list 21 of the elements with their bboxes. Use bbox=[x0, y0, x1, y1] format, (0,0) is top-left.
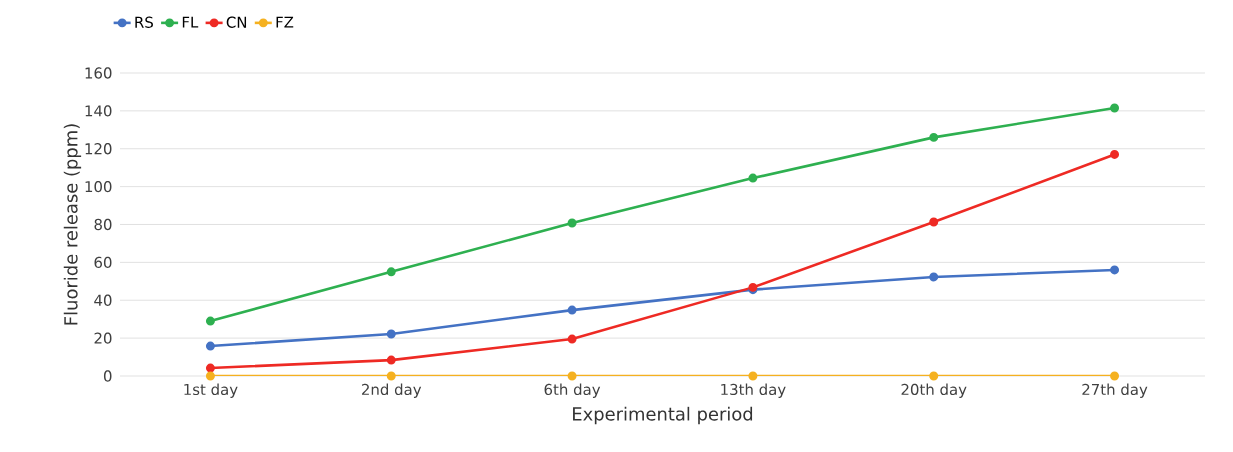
x-axis-title: Experimental period bbox=[573, 406, 753, 425]
y-tick-label: 100 bbox=[85, 180, 112, 193]
y-tick-label: 0 bbox=[103, 370, 112, 382]
y-tick-label: 40 bbox=[94, 294, 112, 306]
legend-label: FL bbox=[182, 16, 199, 28]
legend-label: CN bbox=[226, 16, 247, 28]
y-tick-label: 80 bbox=[94, 218, 112, 231]
y-tick-label: 20 bbox=[94, 332, 112, 344]
legend-label: FZ bbox=[276, 16, 294, 28]
y-axis-title: Fluoride release (ppm) bbox=[63, 124, 82, 325]
x-tick-label: 2nd day bbox=[361, 383, 422, 398]
x-tick-label: 27th day bbox=[1082, 383, 1148, 398]
legend-label: RS bbox=[135, 16, 153, 28]
x-tick-label: 13th day bbox=[721, 383, 786, 398]
x-tick-label: 6th day bbox=[544, 383, 601, 398]
y-tick-label: 140 bbox=[85, 105, 112, 117]
y-tick-label: 120 bbox=[85, 143, 112, 155]
y-tick-label: 160 bbox=[85, 67, 112, 79]
x-tick-label: 20th day bbox=[901, 383, 967, 398]
x-tick-label: 1st day bbox=[184, 383, 238, 398]
y-tick-label: 60 bbox=[94, 256, 112, 269]
